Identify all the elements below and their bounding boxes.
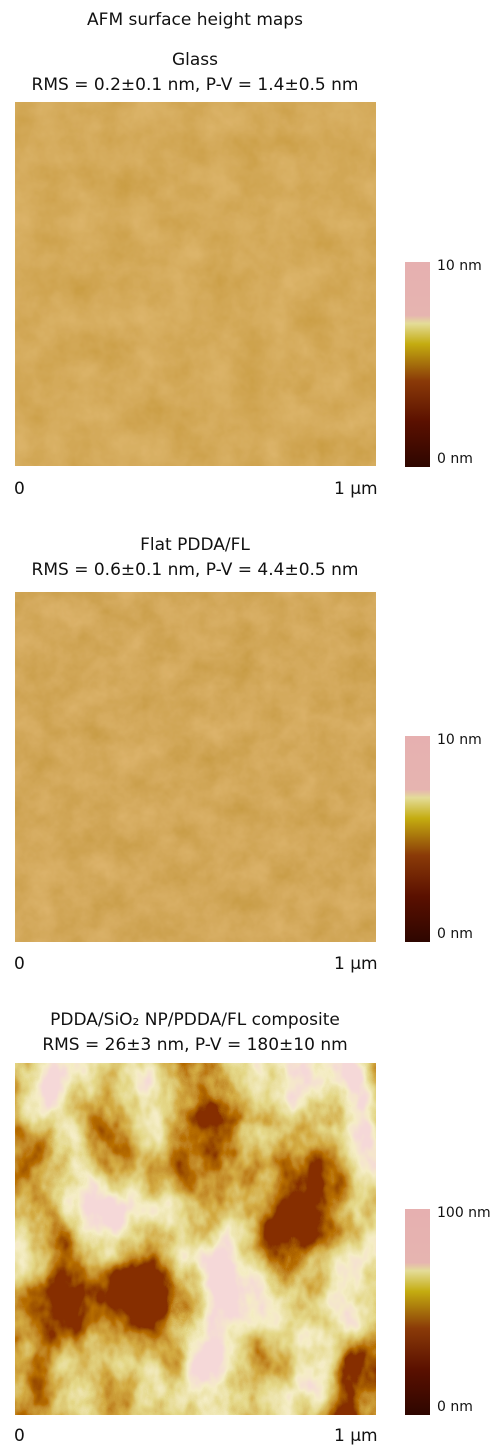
scale-max: 100 nm [437,1205,491,1221]
afm-image [15,102,376,466]
axis-end: 1 µm [334,954,378,974]
panel-title: PDDA/SiO₂ NP/PDDA/FL composite [50,1010,340,1030]
axis-end: 1 µm [334,1426,378,1446]
scale-max: 10 nm [437,732,482,748]
figure-title: AFM surface height maps [87,10,303,30]
axis-end: 1 µm [334,479,378,499]
afm-image [15,592,376,942]
panel-stats: RMS = 0.6±0.1 nm, P-V = 4.4±0.5 nm [31,560,359,580]
axis-start: 0 [14,479,25,499]
scale-min: 0 nm [437,926,473,942]
panel-stats: RMS = 26±3 nm, P-V = 180±10 nm [42,1035,348,1055]
colorbar [405,262,430,467]
colorbar [405,736,430,942]
panel-stats: RMS = 0.2±0.1 nm, P-V = 1.4±0.5 nm [31,75,359,95]
scale-min: 0 nm [437,1399,473,1415]
scale-min: 0 nm [437,451,473,467]
colorbar [405,1209,430,1415]
axis-start: 0 [14,954,25,974]
axis-start: 0 [14,1426,25,1446]
panel-title: Flat PDDA/FL [140,535,250,555]
afm-image [15,1063,376,1415]
panel-title: Glass [171,50,219,70]
scale-max: 10 nm [437,258,482,274]
